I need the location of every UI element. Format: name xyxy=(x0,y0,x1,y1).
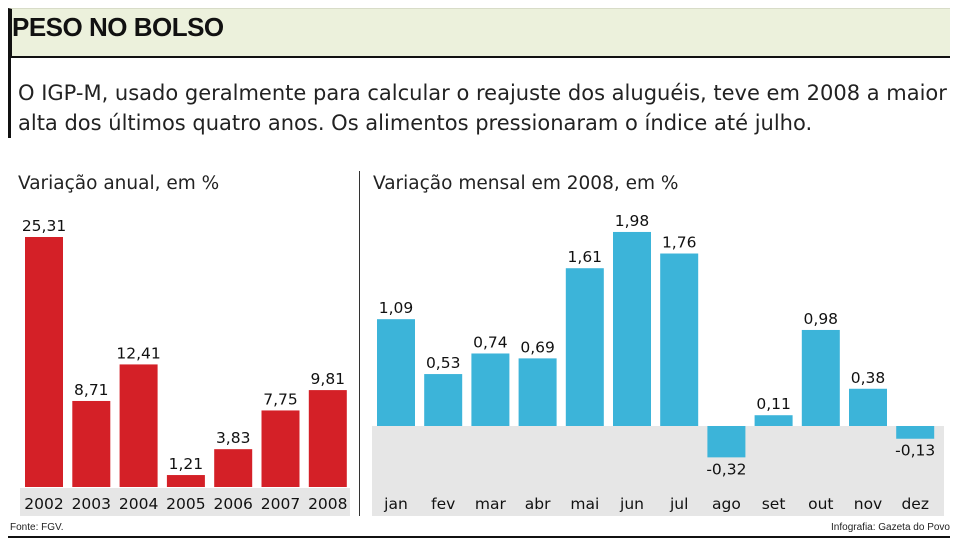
monthly-bar-out xyxy=(801,329,840,426)
monthly-tick-label: fev xyxy=(431,495,455,513)
monthly-tick-label: jul xyxy=(669,495,688,513)
monthly-bar-jan xyxy=(377,319,415,426)
monthly-chart: 1,09 jan 0,53 fev 0,74 mar 0,69 abr 1,61 mai 1,98 j… xyxy=(372,212,944,516)
monthly-bar-nov xyxy=(849,388,887,426)
monthly-bar-set xyxy=(754,415,793,426)
annual-bar-2003 xyxy=(72,400,111,487)
monthly-value-label: 0,38 xyxy=(851,369,886,387)
header-band xyxy=(8,8,950,56)
annual-bar-2004 xyxy=(119,364,158,487)
monthly-value-label: -0,13 xyxy=(895,442,935,460)
annual-value-label: 8,71 xyxy=(74,381,109,399)
annual-bar-2002 xyxy=(25,237,63,487)
monthly-tick-label: jan xyxy=(383,495,408,513)
annual-tick-label: 2004 xyxy=(119,495,158,513)
monthly-tick-label: jun xyxy=(619,495,644,513)
annual-axis-band xyxy=(20,488,350,516)
monthly-value-label: 1,76 xyxy=(662,234,697,252)
monthly-value-label: 0,11 xyxy=(756,395,791,413)
monthly-tick-label: mai xyxy=(570,495,599,513)
monthly-value-label: 1,98 xyxy=(615,212,650,230)
annual-tick-label: 2002 xyxy=(24,495,63,513)
annual-chart-title: Variação anual, em % xyxy=(18,173,220,194)
annual-value-label: 7,75 xyxy=(263,390,298,408)
monthly-chart-title: Variação mensal em 2008, em % xyxy=(373,173,679,194)
annual-tick-label: 2005 xyxy=(166,495,205,513)
annual-bar-2005 xyxy=(166,475,205,487)
footer-rule xyxy=(8,536,950,538)
annual-bar-2008 xyxy=(308,390,347,487)
monthly-value-label: -0,32 xyxy=(706,460,746,478)
source-note: Fonte: FGV. xyxy=(10,522,64,533)
monthly-tick-label: out xyxy=(808,495,833,513)
monthly-tick-label: mar xyxy=(475,495,507,513)
monthly-tick-label: set xyxy=(762,495,786,513)
monthly-tick-label: nov xyxy=(854,495,882,513)
monthly-tick-label: ago xyxy=(712,495,741,513)
intro-text: O IGP-M, usado geralmente para calcular … xyxy=(18,81,947,135)
page-title: PESO NO BOLSO xyxy=(12,12,224,42)
monthly-bar-dez xyxy=(896,426,935,439)
monthly-value-label: 1,61 xyxy=(568,248,603,266)
monthly-tick-label: abr xyxy=(525,495,551,513)
monthly-bar-ago xyxy=(707,426,746,458)
monthly-bar-fev xyxy=(424,374,463,426)
annual-value-label: 1,21 xyxy=(169,455,204,473)
annual-bar-2006 xyxy=(214,449,253,487)
chart-divider xyxy=(359,171,360,516)
annual-tick-label: 2006 xyxy=(213,495,252,513)
annual-value-label: 12,41 xyxy=(116,344,160,362)
annual-tick-label: 2003 xyxy=(72,495,111,513)
annual-value-label: 9,81 xyxy=(311,370,346,388)
annual-chart: 25,31 2002 8,71 2003 12,41 2004 1,21 2005 3,83 20… xyxy=(20,217,350,516)
monthly-negative-band xyxy=(372,426,944,516)
intro-rule xyxy=(8,56,11,138)
annual-value-label: 3,83 xyxy=(216,429,251,447)
annual-value-label: 25,31 xyxy=(22,217,66,235)
monthly-value-label: 1,09 xyxy=(379,299,414,317)
monthly-value-label: 0,53 xyxy=(426,354,461,372)
header-rule xyxy=(8,56,950,58)
monthly-value-label: 0,69 xyxy=(520,338,555,356)
monthly-value-label: 0,98 xyxy=(804,310,839,328)
monthly-tick-label: dez xyxy=(901,495,929,513)
credit-note: Infografia: Gazeta do Povo xyxy=(831,522,950,533)
monthly-bar-abr xyxy=(518,358,557,426)
monthly-bar-jul xyxy=(660,253,699,426)
monthly-bar-mar xyxy=(471,353,510,426)
monthly-value-label: 0,74 xyxy=(473,333,508,351)
monthly-bar-mai xyxy=(565,268,604,426)
annual-bar-2007 xyxy=(261,410,300,487)
annual-tick-label: 2007 xyxy=(261,495,300,513)
monthly-bar-jun xyxy=(613,231,651,426)
annual-tick-label: 2008 xyxy=(308,495,347,513)
